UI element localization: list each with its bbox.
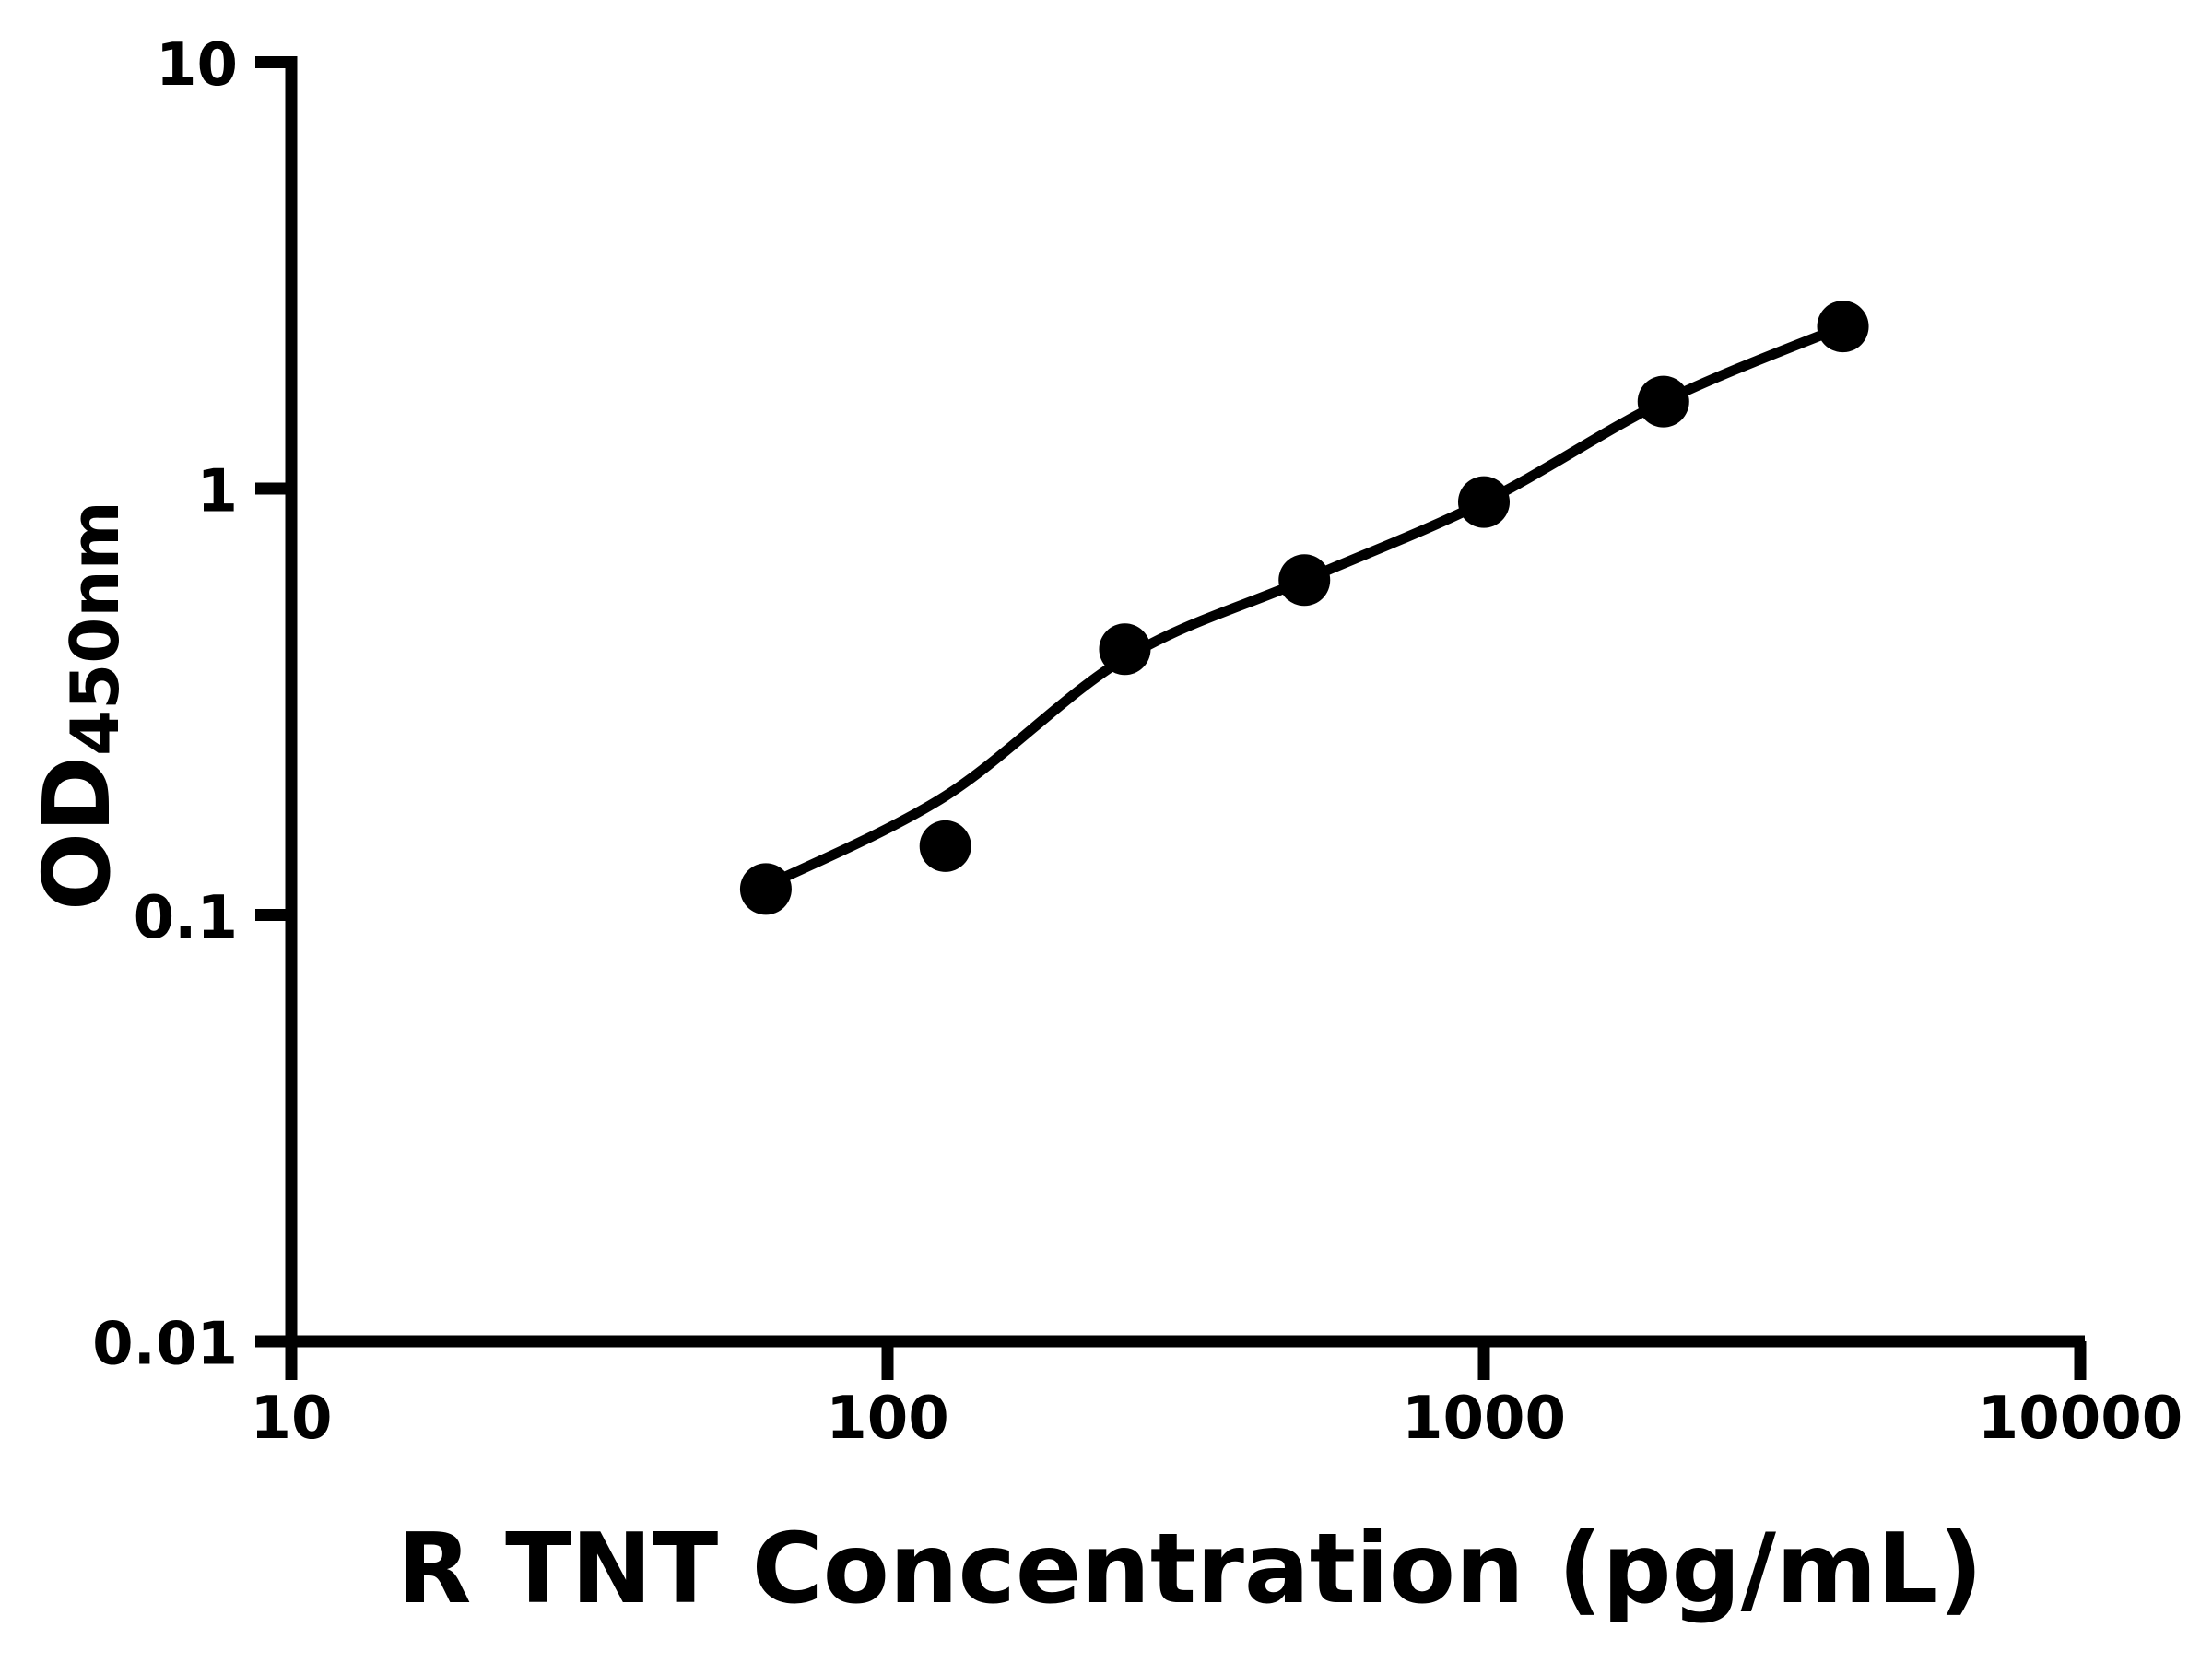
data-point-marker xyxy=(1099,623,1151,676)
y-axis-title-subscript: 450nm xyxy=(56,501,134,756)
x-tick-label-100: 100 xyxy=(826,1385,949,1453)
data-point-marker xyxy=(919,820,971,872)
x-tick-label-10000: 10000 xyxy=(1978,1385,2183,1453)
data-point-marker xyxy=(1278,554,1331,607)
data-point-marker xyxy=(1458,476,1510,528)
y-axis-title-main: OD xyxy=(23,756,131,911)
y-axis-title: OD450nm xyxy=(23,501,134,911)
y-tick-label-1: 1 xyxy=(196,458,238,526)
y-tick-label-0.1: 0.1 xyxy=(134,884,238,952)
x-axis-title: R TNT Concentration (pg/mL) xyxy=(397,1513,1983,1625)
data-point-marker xyxy=(1637,375,1689,428)
x-tick-label-1000: 1000 xyxy=(1402,1385,1566,1453)
tick-marks xyxy=(255,56,2087,1380)
data-point-marker xyxy=(1817,301,1869,353)
y-tick-label-10: 10 xyxy=(156,31,238,100)
y-tick-label-0.01: 0.01 xyxy=(92,1311,238,1379)
data-point-marker xyxy=(739,863,792,915)
data-points xyxy=(739,301,1869,915)
x-tick-label-10: 10 xyxy=(250,1385,332,1453)
